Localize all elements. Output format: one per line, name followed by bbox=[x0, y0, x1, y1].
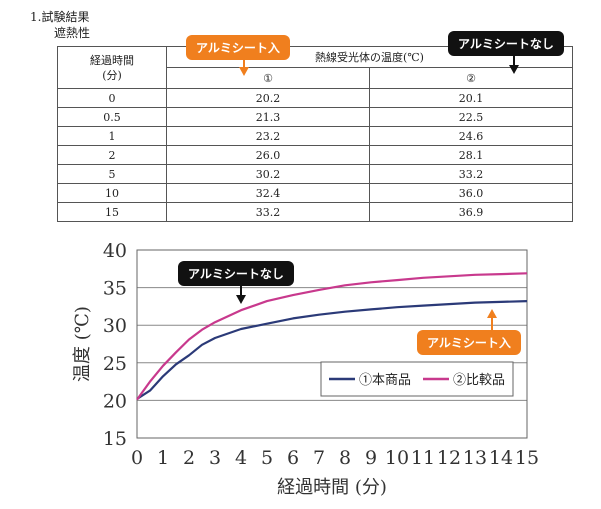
time-cell: 10 bbox=[57, 183, 167, 203]
table-callout-aluminium: アルミシート入 bbox=[186, 35, 290, 60]
time-cell: 1 bbox=[57, 126, 167, 146]
time-cell: 5 bbox=[57, 164, 167, 184]
time-cell: 0.5 bbox=[57, 107, 167, 127]
y-tick-label: 20 bbox=[103, 390, 127, 412]
table-row: 15 33.2 36.9 bbox=[57, 202, 573, 222]
x-tick-label: 9 bbox=[365, 447, 377, 469]
legend-label-2: ②比較品 bbox=[453, 373, 505, 388]
x-tick-label: 13 bbox=[463, 447, 487, 469]
x-tick-label: 12 bbox=[437, 447, 461, 469]
column-2-header: ② bbox=[369, 67, 573, 89]
time-cell: 2 bbox=[57, 145, 167, 165]
x-tick-label: 3 bbox=[209, 447, 221, 469]
x-tick-label: 7 bbox=[313, 447, 325, 469]
table-body: 0 20.2 20.1 0.5 21.3 22.5 1 23.2 24.6 2 26.0 28.1 5 3… bbox=[57, 88, 573, 222]
table-row: 1 23.2 24.6 bbox=[57, 126, 573, 146]
x-tick-label: 4 bbox=[235, 447, 247, 469]
value-2-cell: 24.6 bbox=[369, 126, 573, 146]
value-2-cell: 36.0 bbox=[369, 183, 573, 203]
column-1-header: ① bbox=[166, 67, 370, 89]
value-1-cell: 33.2 bbox=[166, 202, 370, 222]
y-axis-label: 温度 (℃) bbox=[72, 306, 93, 382]
y-tick-label: 15 bbox=[103, 428, 127, 450]
value-2-cell: 28.1 bbox=[369, 145, 573, 165]
x-tick-label: 2 bbox=[183, 447, 195, 469]
x-tick-label: 6 bbox=[287, 447, 299, 469]
table-row: 5 30.2 33.2 bbox=[57, 164, 573, 184]
y-tick-label: 40 bbox=[103, 240, 127, 262]
value-1-cell: 20.2 bbox=[166, 88, 370, 108]
time-cell: 15 bbox=[57, 202, 167, 222]
series-line-1 bbox=[136, 300, 528, 400]
chart-callout-aluminium-arrow bbox=[487, 309, 497, 332]
x-tick-label: 15 bbox=[515, 447, 539, 469]
y-tick-label: 25 bbox=[103, 353, 127, 375]
series-line-2 bbox=[136, 272, 528, 401]
section-subheading: 遮熱性 bbox=[54, 26, 91, 40]
time-header-line2: (分) bbox=[102, 68, 122, 82]
x-tick-label: 0 bbox=[131, 447, 143, 469]
x-tick-label: 14 bbox=[489, 447, 513, 469]
section-heading: 1.試験結果 bbox=[30, 10, 90, 24]
value-1-cell: 30.2 bbox=[166, 164, 370, 184]
x-axis-label: 経過時間 (分) bbox=[277, 477, 387, 498]
table-row: 10 32.4 36.0 bbox=[57, 183, 573, 203]
value-1-cell: 32.4 bbox=[166, 183, 370, 203]
value-2-cell: 20.1 bbox=[369, 88, 573, 108]
table-row: 0.5 21.3 22.5 bbox=[57, 107, 573, 127]
value-2-cell: 22.5 bbox=[369, 107, 573, 127]
value-1-cell: 21.3 bbox=[166, 107, 370, 127]
time-cell: 0 bbox=[57, 88, 167, 108]
plot-frame bbox=[136, 249, 528, 439]
x-tick-label: 8 bbox=[339, 447, 351, 469]
time-column-header: 経過時間 (分) bbox=[57, 46, 167, 89]
value-2-cell: 33.2 bbox=[369, 164, 573, 184]
x-tick-label: 10 bbox=[385, 447, 409, 469]
x-tick-label: 5 bbox=[261, 447, 273, 469]
table-row: 0 20.2 20.1 bbox=[57, 88, 573, 108]
y-tick-label: 35 bbox=[103, 278, 127, 300]
table-row: 2 26.0 28.1 bbox=[57, 145, 573, 165]
chart-callout-aluminium: アルミシート入 bbox=[417, 330, 521, 355]
value-1-cell: 23.2 bbox=[166, 126, 370, 146]
table-callout-no-aluminium-arrow bbox=[509, 51, 519, 74]
table-callout-no-aluminium: アルミシートなし bbox=[448, 31, 564, 56]
time-header-line1: 経過時間 bbox=[90, 53, 134, 67]
chart-callout-no-aluminium-arrow bbox=[236, 281, 246, 304]
value-1-cell: 26.0 bbox=[166, 145, 370, 165]
results-table: 経過時間 (分) 熱線受光体の温度(℃) ① ② 0 20.2 20.1 0.5 21.… bbox=[57, 46, 573, 222]
legend-label-1: ①本商品 bbox=[359, 373, 411, 388]
y-tick-label: 30 bbox=[103, 315, 127, 337]
x-tick-label: 11 bbox=[411, 447, 435, 469]
table-callout-aluminium-arrow bbox=[239, 55, 249, 76]
chart-callout-no-aluminium: アルミシートなし bbox=[178, 261, 294, 286]
value-2-cell: 36.9 bbox=[369, 202, 573, 222]
x-tick-label: 1 bbox=[157, 447, 169, 469]
